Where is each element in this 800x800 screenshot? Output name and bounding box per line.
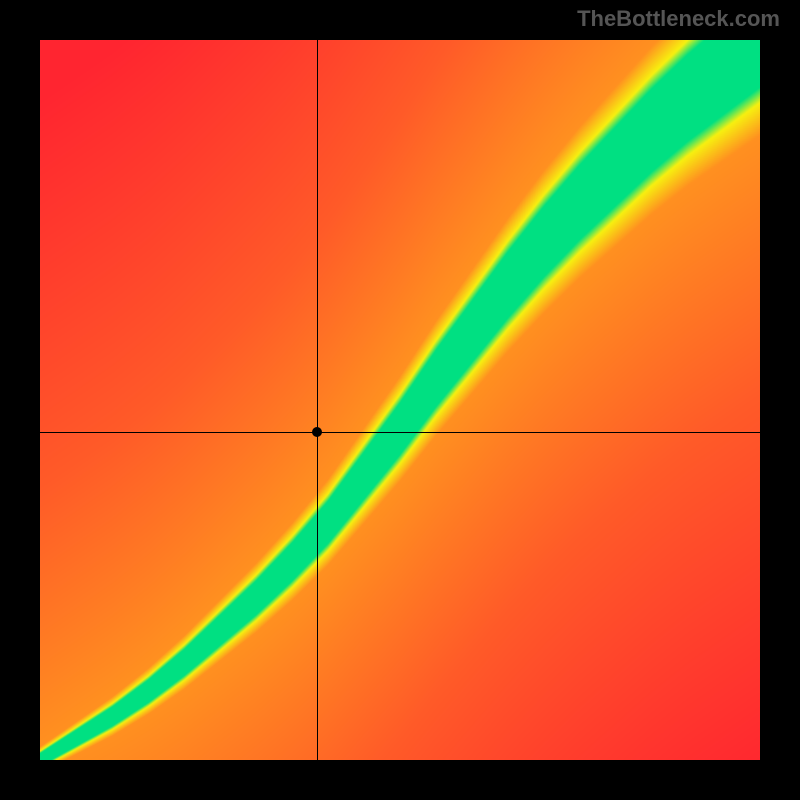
marker-dot [312, 427, 322, 437]
crosshair-horizontal [40, 432, 760, 433]
plot-area [40, 40, 760, 760]
crosshair-vertical [317, 40, 318, 760]
heatmap-canvas [40, 40, 760, 760]
watermark-text: TheBottleneck.com [577, 6, 780, 32]
chart-container: TheBottleneck.com [0, 0, 800, 800]
